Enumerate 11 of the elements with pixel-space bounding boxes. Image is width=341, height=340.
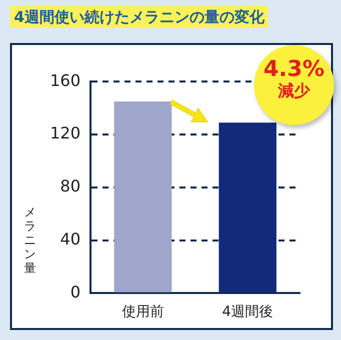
y-tick-label: 120 [50,124,81,143]
annotation: 減少 [277,81,312,100]
chart-title: 4週間使い続けたメラニンの量の変化 [10,6,268,28]
y-tick-label: 80 [60,176,81,196]
y-tick-label: 40 [60,229,81,248]
y-tick-label: 0 [70,282,81,302]
y-axis-title: メラニン量 [23,205,37,275]
annotation: 4.3% [262,57,326,82]
x-tick-label: 4週間後 [222,304,274,320]
y-tick-label: 160 [50,70,81,90]
x-tick-label: 使用前 [122,304,164,320]
